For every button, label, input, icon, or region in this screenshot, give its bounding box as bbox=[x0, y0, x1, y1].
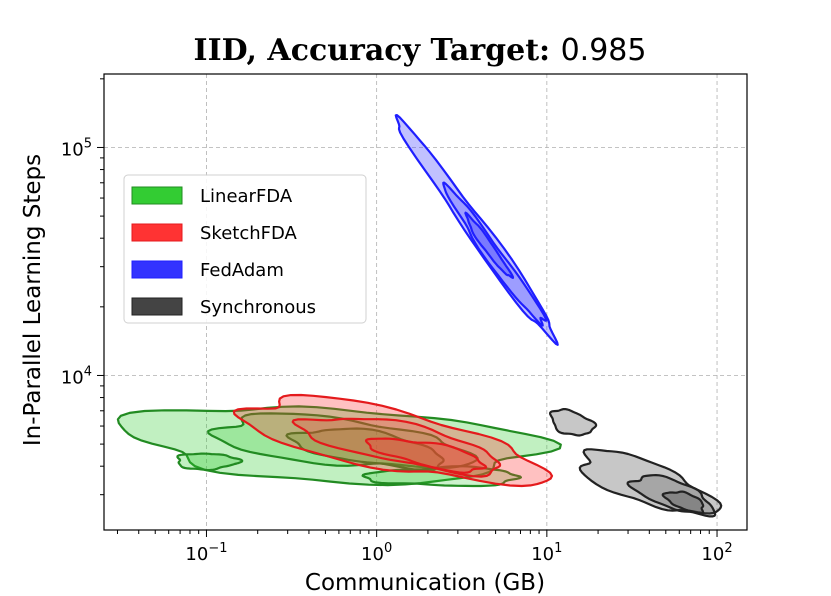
chart-title: IID, Accuracy Target: 0.985 bbox=[194, 33, 647, 68]
density-contour bbox=[549, 408, 598, 437]
density-contour bbox=[176, 452, 244, 472]
legend-label: Synchronous bbox=[200, 297, 316, 318]
legend-box bbox=[123, 174, 367, 324]
legend-label: FedAdam bbox=[200, 260, 284, 281]
x-tick-label: 101 bbox=[531, 541, 562, 565]
x-tick-label: 102 bbox=[701, 541, 732, 565]
legend-label: SketchFDA bbox=[200, 223, 298, 244]
chart-title-main: IID, Accuracy Target: bbox=[194, 33, 561, 68]
legend-swatch bbox=[131, 223, 183, 242]
density-contour bbox=[442, 181, 548, 327]
density-contour bbox=[661, 490, 705, 515]
legend-label: LinearFDA bbox=[200, 186, 293, 207]
chart-title-value: 0.985 bbox=[561, 33, 647, 68]
density-contours bbox=[116, 114, 723, 518]
axes-frame bbox=[103, 73, 748, 531]
legend-swatch bbox=[131, 297, 183, 316]
y-tick-label: 104 bbox=[61, 364, 92, 388]
series-sketchfda bbox=[232, 393, 554, 488]
density-contour bbox=[626, 474, 717, 518]
plot-area: 10−1 100 101 102 104 105 bbox=[61, 73, 748, 565]
legend-swatch bbox=[131, 186, 183, 205]
density-contour bbox=[578, 448, 723, 515]
y-tick-label: 105 bbox=[61, 136, 92, 160]
x-axis-label: Communication (GB) bbox=[305, 570, 545, 596]
x-tick-label: 10−1 bbox=[185, 541, 227, 565]
density-contour bbox=[232, 393, 554, 488]
legend: LinearFDA SketchFDA FedAdam Synchronous bbox=[123, 174, 367, 324]
axis-ticks: 10−1 100 101 102 104 105 bbox=[61, 78, 733, 565]
series-linearfda bbox=[116, 405, 562, 488]
density-contour bbox=[364, 437, 488, 474]
density-contour bbox=[464, 211, 515, 279]
series-fedadam bbox=[394, 114, 559, 346]
y-axis-label: In-Parallel Learning Steps bbox=[20, 154, 46, 446]
series-synchronous bbox=[549, 408, 723, 518]
density-contour bbox=[394, 114, 559, 346]
x-tick-label: 100 bbox=[361, 541, 392, 565]
legend-swatch bbox=[131, 260, 183, 279]
